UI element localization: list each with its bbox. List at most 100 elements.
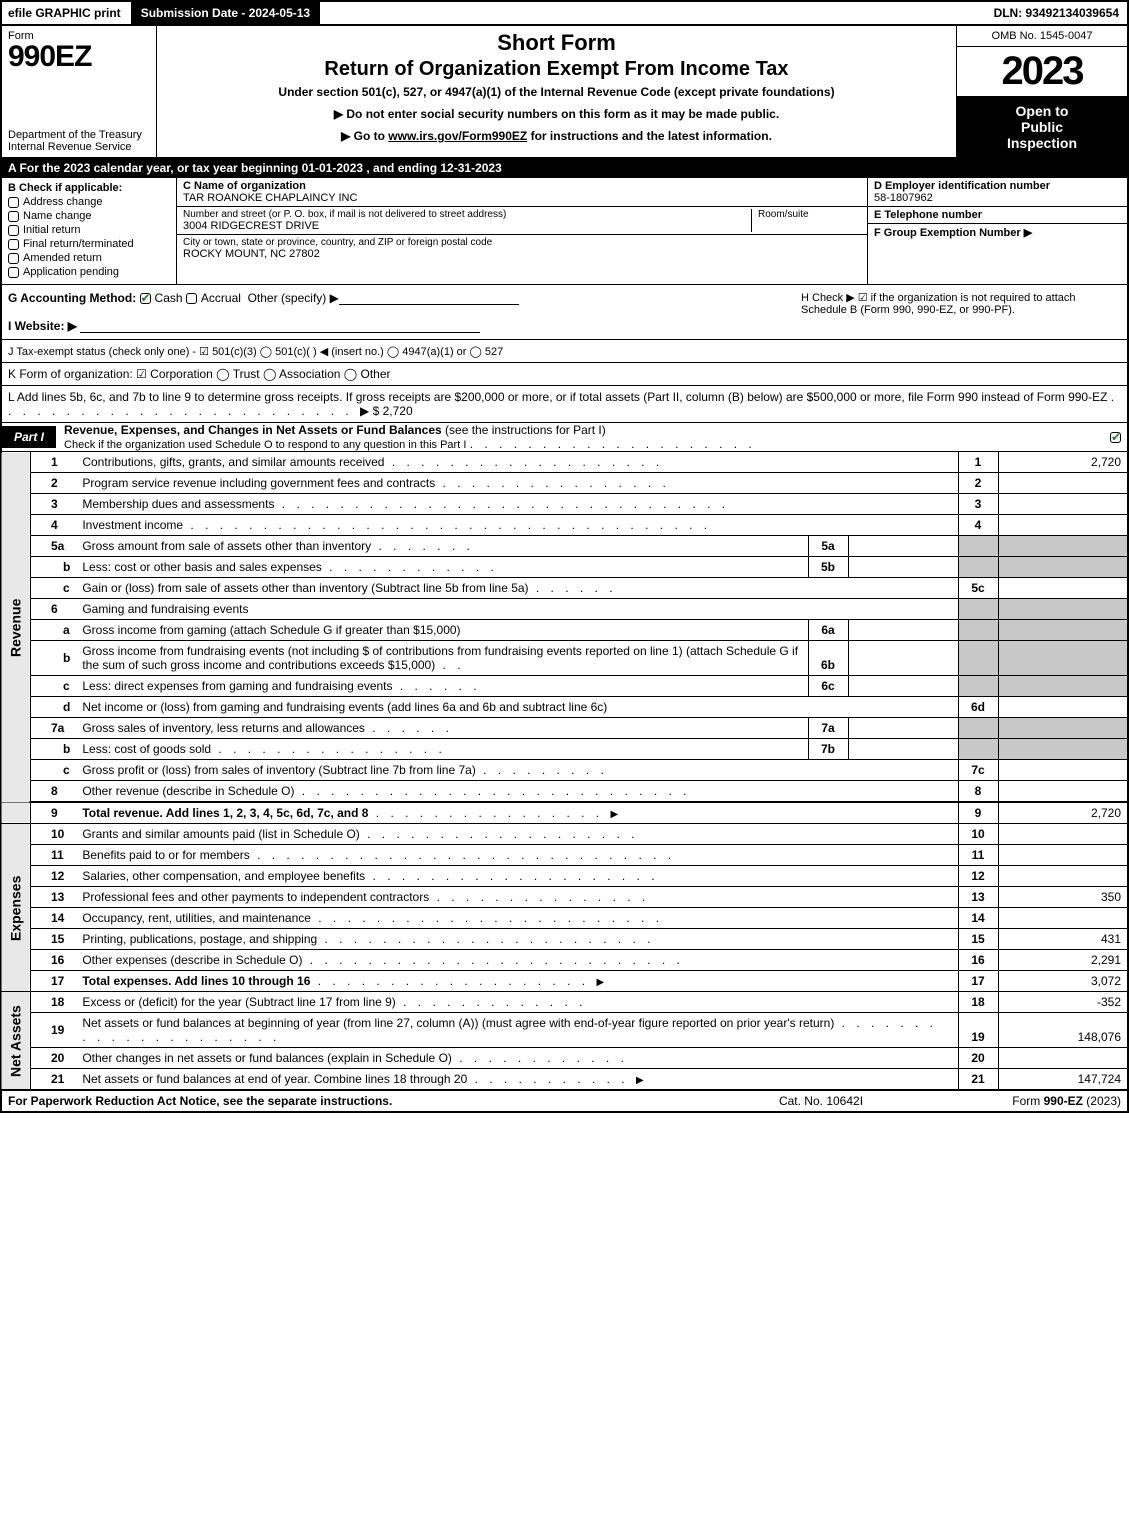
dots-icon: . . . . . . . . . . . . . . . . . . . . … [250,848,675,862]
line-rval [998,473,1128,494]
line-rnum: 5c [958,578,998,599]
efile-print[interactable]: efile GRAPHIC print [2,4,127,22]
line-rnum-grey [958,599,998,620]
header-right: OMB No. 1545-0047 2023 Open to Public In… [957,26,1127,157]
part1-schedule-o-checkbox[interactable] [1110,432,1121,443]
table-row: 6 Gaming and fundraising events [1,599,1128,620]
footer-left: For Paperwork Reduction Act Notice, see … [8,1094,721,1108]
top-bar: efile GRAPHIC print Submission Date - 20… [0,0,1129,26]
g-accrual: Accrual [201,291,241,305]
line-desc: Contributions, gifts, grants, and simila… [76,452,958,473]
line-text: Other revenue (describe in Schedule O) [82,784,294,798]
mid-val [848,641,958,676]
section-l: L Add lines 5b, 6c, and 7b to line 9 to … [0,386,1129,423]
line-text: Grants and similar amounts paid (list in… [82,827,359,841]
line-rval-grey [998,620,1128,641]
opt-amended-return[interactable]: Amended return [8,252,170,264]
section-c: C Name of organization TAR ROANOKE CHAPL… [177,178,867,284]
checkbox-icon[interactable] [8,211,19,222]
line-rval [998,1048,1128,1069]
mid-num: 5a [808,536,848,557]
dots-icon: . . . . . . . . . . . . [322,560,498,574]
part1-header: Part I Revenue, Expenses, and Changes in… [0,423,1129,452]
line-desc: Less: direct expenses from gaming and fu… [76,676,808,697]
line-rval: 148,076 [998,1013,1128,1048]
line-num: 19 [31,1013,77,1048]
line-desc: Gaming and fundraising events [76,599,958,620]
line-rval [998,845,1128,866]
room-label: Room/suite [751,209,861,232]
table-row: a Gross income from gaming (attach Sched… [1,620,1128,641]
arrow-icon [632,1072,648,1086]
dots-icon: . . . . . . . . . . . . . . . . [368,806,603,820]
line-text: Gross sales of inventory, less returns a… [82,721,365,735]
dots-icon: . . . . . . . . . . . [467,1072,628,1086]
section-h: H Check ▶ ☑ if the organization is not r… [801,291,1121,333]
line-desc: Total revenue. Add lines 1, 2, 3, 4, 5c,… [76,802,958,824]
checkbox-icon[interactable] [8,197,19,208]
opt-final-return[interactable]: Final return/terminated [8,238,170,250]
line-rval [998,866,1128,887]
table-row: 8 Other revenue (describe in Schedule O)… [1,781,1128,803]
line-rnum-grey [958,718,998,739]
line-desc: Other expenses (describe in Schedule O) … [76,950,958,971]
opt-address-change[interactable]: Address change [8,196,170,208]
dots-icon: . . . . . . . . . . . . . [396,995,587,1009]
line-rnum: 4 [958,515,998,536]
table-row: 2 Program service revenue including gove… [1,473,1128,494]
dots-icon: . . . . . . . . . . . . . . . . [211,742,446,756]
link-prefix: ▶ Go to [341,129,388,143]
checkbox-accrual-icon[interactable] [186,293,197,304]
table-row: c Less: direct expenses from gaming and … [1,676,1128,697]
opt-name-change[interactable]: Name change [8,210,170,222]
dots-icon: . . . . . . . . . . . . . . . . . . . . … [317,932,654,946]
line-rnum-grey [958,641,998,676]
line-rnum: 17 [958,971,998,992]
line-num: 4 [31,515,77,536]
checkbox-icon[interactable] [8,239,19,250]
section-b: B Check if applicable: Address change Na… [2,178,177,284]
mid-val [848,620,958,641]
line-rnum: 11 [958,845,998,866]
line-num: 14 [31,908,77,929]
section-bcd: B Check if applicable: Address change Na… [0,178,1129,285]
table-row: 12 Salaries, other compensation, and emp… [1,866,1128,887]
link-suffix: for instructions and the latest informat… [527,129,772,143]
checkbox-icon[interactable] [8,253,19,264]
mid-num: 7a [808,718,848,739]
line-desc: Excess or (deficit) for the year (Subtra… [76,992,958,1013]
j-text: J Tax-exempt status (check only one) - ☑… [8,346,503,358]
checkbox-icon[interactable] [8,267,19,278]
tax-year: 2023 [957,47,1127,97]
footer-center: Cat. No. 10642I [721,1094,921,1108]
line-rval-grey [998,536,1128,557]
line-num: b [31,641,77,676]
table-row: 20 Other changes in net assets or fund b… [1,1048,1128,1069]
line-num: 5a [31,536,77,557]
line-desc: Gross profit or (loss) from sales of inv… [76,760,958,781]
section-j: J Tax-exempt status (check only one) - ☑… [0,340,1129,363]
group-exemption-cell: F Group Exemption Number ▶ [868,224,1127,284]
table-row: Revenue 1 Contributions, gifts, grants, … [1,452,1128,473]
irs-link[interactable]: www.irs.gov/Form990EZ [388,129,527,143]
line-desc: Grants and similar amounts paid (list in… [76,824,958,845]
checkbox-icon[interactable] [8,225,19,236]
line-desc: Total expenses. Add lines 10 through 16 … [76,971,958,992]
line-rval-grey [998,641,1128,676]
header-left: Form 990EZ Department of the Treasury In… [2,26,157,157]
line-desc: Less: cost of goods sold . . . . . . . .… [76,739,808,760]
table-row: 21 Net assets or fund balances at end of… [1,1069,1128,1090]
table-row: c Gain or (loss) from sale of assets oth… [1,578,1128,599]
mid-val [848,536,958,557]
omb-number: OMB No. 1545-0047 [957,26,1127,47]
opt-application-pending[interactable]: Application pending [8,266,170,278]
l-text: L Add lines 5b, 6c, and 7b to line 9 to … [8,390,1107,404]
part1-title-wrap: Revenue, Expenses, and Changes in Net As… [64,423,756,451]
line-desc: Gross income from fundraising events (no… [76,641,808,676]
checkbox-cash-icon[interactable] [140,293,151,304]
line-rnum: 10 [958,824,998,845]
submission-date: Submission Date - 2024-05-13 [131,2,320,24]
opt-initial-return[interactable]: Initial return [8,224,170,236]
org-name: TAR ROANOKE CHAPLAINCY INC [183,192,861,204]
line-text: Other changes in net assets or fund bala… [82,1051,452,1065]
